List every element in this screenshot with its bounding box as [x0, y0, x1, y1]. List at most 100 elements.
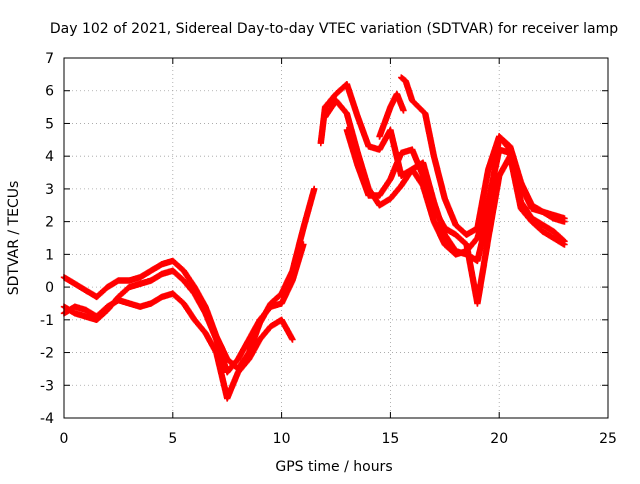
- data-point: [410, 99, 414, 102]
- y-tick-label: 1: [45, 247, 54, 263]
- data-point: [400, 76, 403, 79]
- data-point: [280, 318, 283, 322]
- data-point: [193, 292, 196, 295]
- data-point: [530, 207, 534, 210]
- data-point: [367, 194, 370, 197]
- data-point: [400, 184, 403, 187]
- data-point: [378, 194, 381, 197]
- data-point: [269, 325, 272, 328]
- data-point: [73, 312, 77, 315]
- data-point: [73, 282, 77, 286]
- data-point: [443, 226, 446, 230]
- data-point: [476, 236, 479, 240]
- data-point: [563, 243, 566, 246]
- data-point: [226, 397, 229, 400]
- data-point: [487, 213, 490, 217]
- data-point: [302, 226, 305, 230]
- data-point: [395, 92, 399, 96]
- data-point: [465, 243, 468, 246]
- data-point: [247, 357, 251, 361]
- data-point: [552, 230, 555, 233]
- data-point: [73, 305, 77, 308]
- data-point: [530, 220, 534, 223]
- y-tick-label: 5: [45, 116, 54, 132]
- data-point: [291, 338, 294, 341]
- axis-ticks: 0 5 10 15 20 25 -4 -3 -2 -1 0 1 2 3 4 5 6 7: [40, 51, 617, 447]
- data-point: [171, 269, 174, 272]
- series-8: [376, 90, 407, 140]
- data-point: [280, 292, 283, 295]
- data-point: [204, 331, 207, 335]
- data-point: [400, 151, 403, 155]
- data-point: [215, 338, 218, 341]
- data-point: [552, 213, 555, 217]
- data-point: [95, 315, 98, 318]
- data-point: [302, 243, 305, 246]
- data-point: [149, 269, 153, 272]
- data-point: [378, 135, 381, 138]
- data-point: [454, 233, 457, 236]
- data-point: [215, 351, 218, 354]
- data-point: [258, 318, 262, 322]
- data-point: [138, 305, 142, 308]
- y-tick-label: 0: [45, 280, 54, 296]
- data-point: [563, 217, 566, 220]
- data-point: [258, 338, 262, 341]
- y-tick-label: 7: [45, 51, 54, 67]
- data-point: [498, 135, 501, 138]
- y-tick-label: 3: [45, 182, 54, 198]
- data-point: [323, 115, 327, 119]
- data-point: [519, 207, 523, 210]
- series-6: [343, 126, 568, 307]
- data-point: [519, 184, 523, 187]
- y-tick-label: -4: [40, 411, 54, 427]
- data-point: [117, 298, 120, 302]
- y-tick-label: -3: [40, 378, 54, 394]
- data-point: [84, 289, 87, 292]
- data-point: [345, 82, 349, 86]
- data-point: [541, 223, 544, 227]
- data-point: [356, 164, 359, 168]
- data-point: [432, 220, 436, 223]
- data-point: [417, 105, 420, 109]
- x-axis-label: GPS time / hours: [275, 459, 392, 475]
- data-point: [128, 279, 131, 282]
- y-tick-label: -2: [40, 346, 54, 362]
- data-point: [334, 99, 338, 102]
- data-point: [182, 302, 185, 305]
- y-tick-label: 2: [45, 215, 54, 231]
- data-point: [106, 285, 109, 289]
- data-point: [476, 226, 479, 230]
- data-point: [193, 285, 196, 289]
- series-1: [60, 185, 318, 373]
- data-point: [356, 115, 359, 119]
- data-point: [367, 145, 370, 148]
- series-markers: [398, 74, 568, 238]
- data-point: [226, 370, 229, 374]
- data-point: [432, 207, 436, 210]
- grid: [64, 58, 608, 418]
- data-point: [454, 223, 457, 227]
- data-point: [291, 279, 294, 282]
- data-point: [226, 357, 229, 361]
- data-point: [378, 204, 381, 207]
- data-point: [95, 295, 98, 299]
- data-point: [402, 109, 405, 112]
- data-point: [432, 154, 436, 158]
- series-3: [60, 290, 296, 402]
- data-point: [421, 161, 425, 164]
- data-point: [138, 276, 142, 279]
- y-tick-label: 4: [45, 149, 54, 165]
- data-point: [465, 233, 468, 236]
- data-point: [236, 357, 240, 361]
- data-point: [280, 302, 283, 305]
- data-point: [319, 141, 322, 145]
- data-point: [443, 197, 446, 200]
- data-point: [334, 92, 338, 96]
- data-point: [236, 370, 240, 374]
- data-point: [378, 148, 381, 151]
- data-point: [424, 112, 427, 115]
- data-point: [389, 177, 392, 181]
- data-point: [160, 272, 164, 276]
